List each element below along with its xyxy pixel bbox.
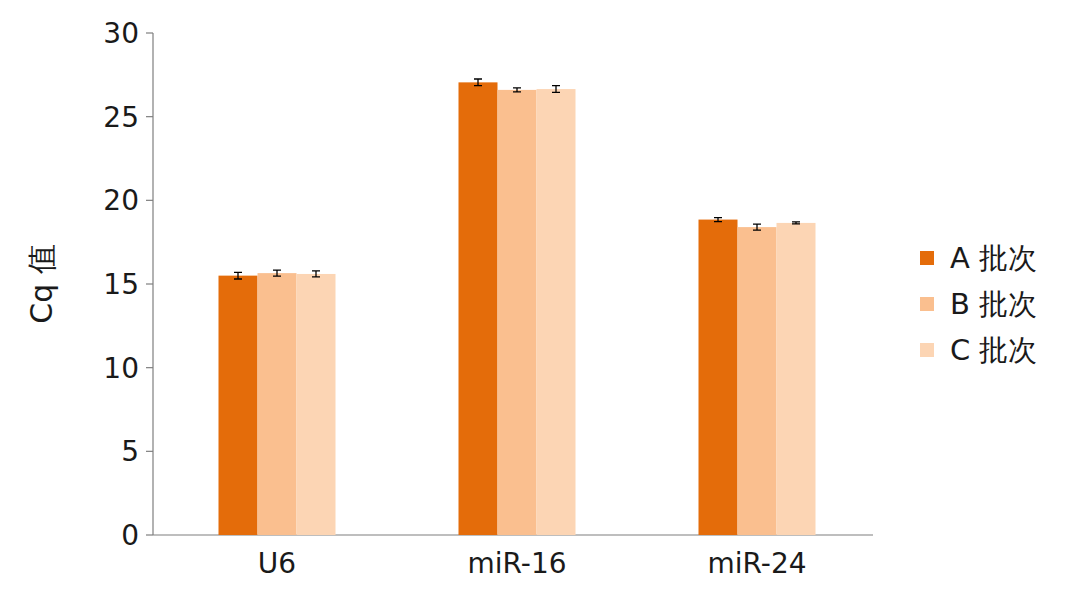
y-tick	[146, 451, 153, 452]
legend-swatch	[920, 297, 934, 311]
y-tick	[146, 200, 153, 201]
bar	[498, 90, 537, 535]
y-tick-label: 30	[103, 17, 139, 50]
error-bars	[234, 79, 800, 279]
bars	[219, 82, 816, 535]
y-axis-label: Cq 值	[24, 244, 59, 324]
y-tick	[146, 32, 153, 33]
bar	[459, 82, 498, 535]
legend-label: B 批次	[950, 287, 1037, 321]
y-tick-label: 25	[103, 101, 139, 134]
bar	[738, 227, 777, 535]
error-bar	[714, 218, 722, 222]
legend-label: A 批次	[950, 241, 1037, 275]
x-tick-label: U6	[258, 547, 296, 580]
bar	[219, 276, 258, 535]
x-tick-label: miR-16	[467, 547, 566, 580]
error-bar	[273, 270, 281, 276]
legend-swatch	[920, 343, 934, 357]
legend-label: C 批次	[950, 333, 1037, 367]
y-axis	[152, 33, 153, 535]
error-bar	[792, 222, 800, 224]
y-tick-label: 5	[121, 435, 139, 468]
y-tick-label: 10	[103, 352, 139, 385]
y-tick	[146, 283, 153, 284]
error-bar	[552, 86, 560, 93]
x-tick-label: miR-24	[707, 547, 806, 580]
error-bar	[513, 88, 521, 92]
error-bar	[312, 271, 320, 277]
legend-swatch	[920, 251, 934, 265]
bar	[699, 220, 738, 535]
bar	[537, 89, 576, 535]
error-bar	[234, 272, 242, 279]
y-tick	[146, 116, 153, 117]
chart-svg: 0 5 10 15 20 25 30 Cq 值 U6 miR-16 miR-24 A 批次 B 批次 C …	[0, 0, 1080, 592]
y-tick-label: 0	[121, 519, 139, 552]
error-bar	[753, 224, 761, 230]
y-tick-label: 20	[103, 184, 139, 217]
bar	[297, 274, 336, 535]
y-tick	[146, 534, 153, 535]
bar	[777, 223, 816, 535]
chart-container: 0 5 10 15 20 25 30 Cq 值 U6 miR-16 miR-24 A 批次 B 批次 C …	[0, 0, 1080, 592]
error-bar	[474, 79, 482, 86]
bar	[258, 273, 297, 535]
y-tick	[146, 367, 153, 368]
y-tick-label: 15	[103, 268, 139, 301]
